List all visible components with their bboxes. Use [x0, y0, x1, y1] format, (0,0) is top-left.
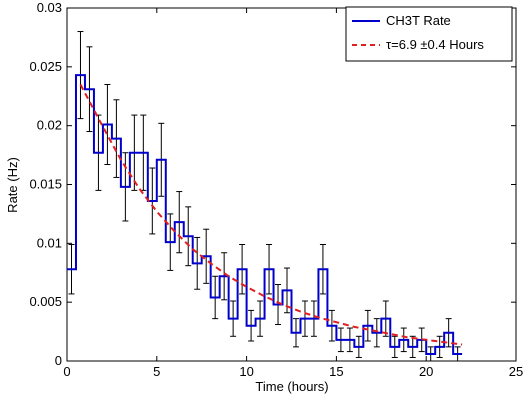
exponential-fit-series: [79, 84, 463, 346]
axis-ticks: 0 5 10 15 20 25 0 0.005 0.01 0.015 0.02 0.025 0.03: [29, 0, 523, 379]
x-tick-label: 5: [153, 364, 160, 379]
y-tick-label: 0.025: [29, 59, 62, 74]
y-tick-label: 0.02: [37, 118, 62, 133]
y-tick-label: 0.01: [37, 235, 62, 250]
y-tick-label: 0: [55, 353, 62, 368]
rate-step-line: [67, 74, 463, 355]
legend-label-rate: CH3T Rate: [386, 13, 451, 28]
legend-label-fit: τ=6.9 ±0.4 Hours: [386, 37, 484, 52]
y-axis-title: Rate (Hz): [5, 157, 20, 213]
rate-step-series: [67, 74, 463, 355]
legend: CH3T Rate τ=6.9 ±0.4 Hours: [345, 6, 513, 62]
x-axis-title: Time (hours): [255, 379, 328, 394]
x-tick-label: 20: [419, 364, 433, 379]
x-tick-label: 25: [509, 364, 523, 379]
y-tick-label: 0.005: [29, 294, 62, 309]
y-tick-label: 0.015: [29, 177, 62, 192]
x-tick-label: 0: [63, 364, 70, 379]
legend-box: [345, 6, 513, 62]
y-tick-label: 0.03: [37, 0, 62, 15]
fit-curve-line: [79, 84, 463, 346]
x-tick-label: 10: [239, 364, 253, 379]
x-tick-label: 15: [329, 364, 343, 379]
